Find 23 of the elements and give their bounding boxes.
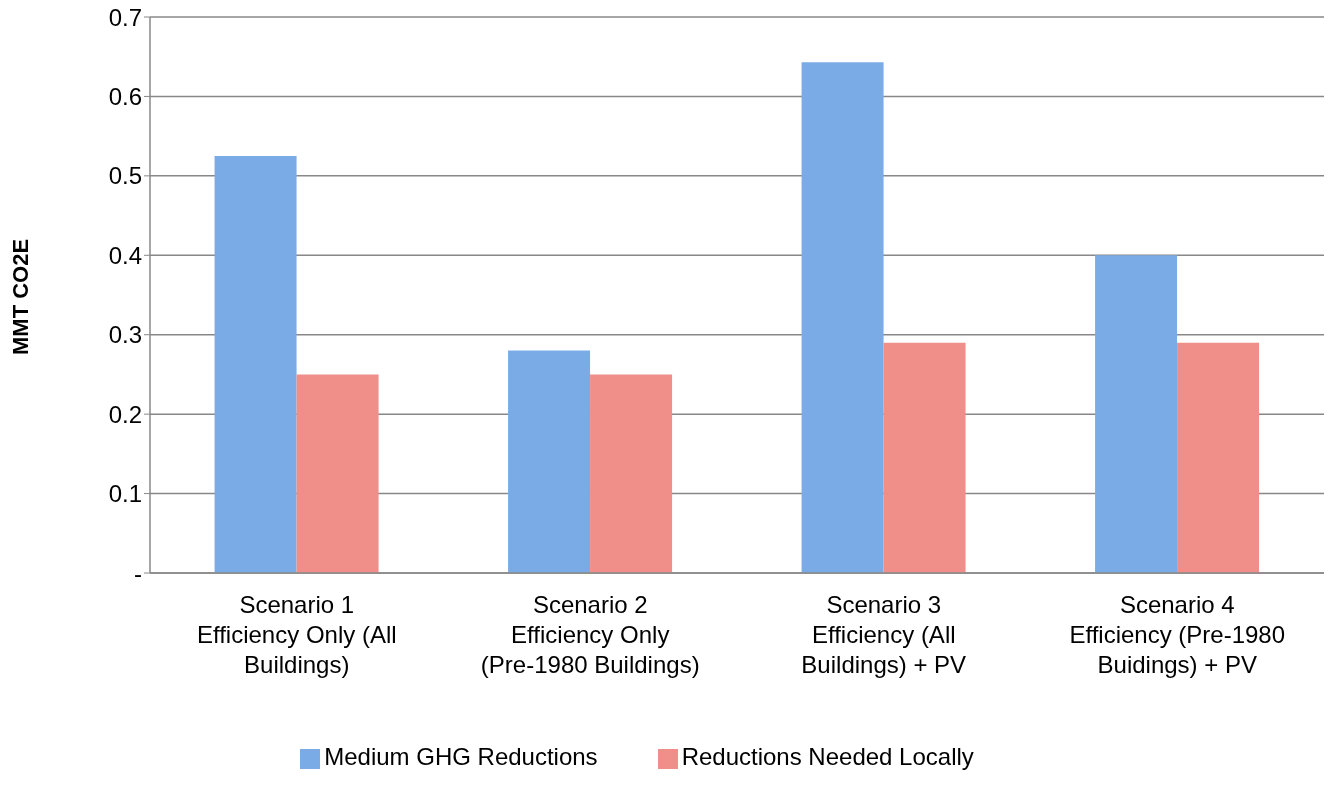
x-tick-label: Scenario 2 Efficiency Only (Pre-1980 Buildings) bbox=[480, 591, 700, 678]
bar bbox=[590, 374, 673, 573]
y-tick-label: 0.7 bbox=[108, 3, 142, 31]
bar bbox=[214, 156, 297, 573]
bar bbox=[1095, 255, 1178, 573]
bar bbox=[801, 62, 884, 573]
bar bbox=[508, 350, 591, 573]
y-tick-label: 0.2 bbox=[108, 400, 142, 428]
x-tick-label: Scenario 4 Efficiency (Pre-1980 Buidings) + PV bbox=[1069, 591, 1286, 678]
bar bbox=[296, 374, 379, 573]
x-tick-label: Scenario 3 Efficiency (All Buildings) + PV bbox=[801, 591, 967, 678]
y-axis-title: MMT CO2E bbox=[7, 238, 33, 355]
x-tick-label: Scenario 1 Efficiency Only (All Buildings) bbox=[196, 591, 397, 678]
legend-label: Reductions Needed Locally bbox=[681, 743, 974, 770]
y-tick-label: 0.1 bbox=[108, 480, 142, 508]
y-tick-label: 0.4 bbox=[108, 241, 142, 269]
bar bbox=[883, 342, 966, 573]
legend-label: Medium GHG Reductions bbox=[324, 743, 598, 770]
y-tick-label: 0.6 bbox=[108, 82, 142, 110]
y-tick-label: 0.5 bbox=[108, 162, 142, 190]
y-tick-label: 0.3 bbox=[108, 321, 142, 349]
bar bbox=[1177, 342, 1260, 573]
y-tick-label: - bbox=[134, 559, 142, 587]
